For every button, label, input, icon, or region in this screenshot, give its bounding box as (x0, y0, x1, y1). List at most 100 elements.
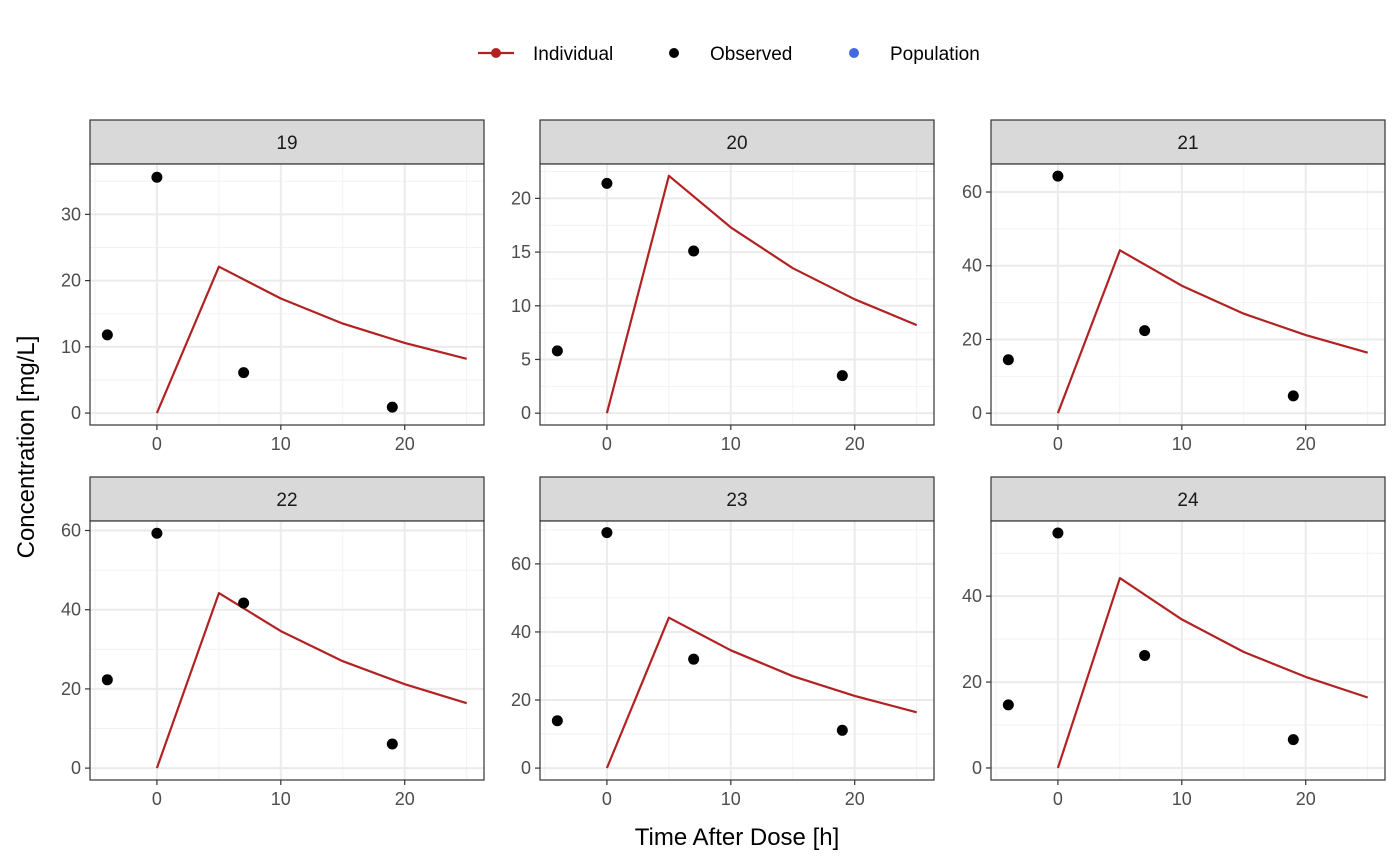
plot-area (991, 521, 1385, 780)
facet-panel-19: 19 0 10 20 30 0 10 20 (61, 119, 485, 454)
y-axis-title: Concentration [mg/L] (13, 336, 40, 559)
observed-point (1002, 699, 1014, 711)
y-tick-label: 40 (962, 586, 982, 606)
y-tick-label: 60 (61, 521, 81, 541)
individual-series-line (605, 174, 918, 414)
legend-label: Population (890, 44, 980, 65)
y-tick-label: 0 (521, 758, 531, 778)
panel-border (539, 520, 935, 781)
observed-point (836, 724, 848, 736)
facet-strip-label: 19 (276, 133, 297, 154)
facet-panels: 19 0 10 20 30 0 10 20 20 0 5 10 15 20 0 10 20 21 0 20 40 60 0 1… (61, 119, 1386, 809)
panel-border (990, 163, 1386, 426)
facet-panel-20: 20 0 5 10 15 20 0 10 20 (511, 119, 935, 454)
legend-key-point (491, 48, 501, 58)
legend-item: Observed (669, 44, 792, 65)
y-tick-label: 10 (61, 337, 81, 357)
plot-area (90, 521, 484, 780)
y-tick-label: 20 (61, 271, 81, 291)
plot-area (540, 521, 934, 780)
y-tick-label: 20 (511, 690, 531, 710)
observed-point (836, 370, 848, 382)
facet-strip (990, 119, 1386, 165)
y-tick-label: 60 (962, 182, 982, 202)
facet-panel-22: 22 0 20 40 60 0 10 20 (61, 476, 485, 809)
observed-point (601, 177, 613, 189)
individual-series-line (155, 591, 468, 769)
y-tick-label: 30 (61, 204, 81, 224)
y-tick-label: 60 (511, 554, 531, 574)
x-tick-label: 10 (721, 434, 741, 454)
observed-point (151, 527, 163, 539)
observed-point (1052, 170, 1064, 182)
individual-series-line (1056, 576, 1369, 769)
facet-strip (539, 476, 935, 522)
x-tick-label: 0 (602, 434, 612, 454)
x-tick-label: 20 (395, 789, 415, 809)
facet-panel-23: 23 0 20 40 60 0 10 20 (511, 476, 935, 809)
observed-point (1287, 390, 1299, 402)
observed-point (101, 674, 113, 686)
observed-point (551, 345, 563, 357)
x-tick-label: 10 (271, 789, 291, 809)
y-tick-label: 0 (71, 758, 81, 778)
facet-panel-24: 24 0 20 40 0 10 20 (962, 476, 1386, 809)
legend-key-point (669, 48, 679, 58)
x-tick-label: 0 (152, 789, 162, 809)
y-tick-label: 20 (61, 679, 81, 699)
facet-strip (990, 476, 1386, 522)
gridlines (991, 164, 1385, 425)
x-axis-title: Time After Dose [h] (635, 824, 840, 851)
x-tick-label: 10 (1172, 789, 1192, 809)
observed-point (1052, 527, 1064, 539)
y-tick-label: 20 (962, 672, 982, 692)
facet-strip-label: 23 (726, 490, 747, 511)
observed-point (238, 597, 250, 609)
y-tick-label: 0 (521, 403, 531, 423)
facet-strip-label: 20 (726, 133, 747, 154)
observed-point (386, 401, 398, 413)
y-tick-label: 15 (511, 242, 531, 262)
y-tick-label: 5 (521, 349, 531, 369)
individual-series-line (605, 616, 917, 769)
observed-point (1139, 649, 1151, 661)
plot-area (90, 164, 484, 425)
observed-point (1139, 325, 1151, 337)
y-tick-label: 10 (511, 296, 531, 316)
plot-area (540, 164, 934, 425)
y-tick-label: 0 (972, 403, 982, 423)
plot-area (991, 164, 1385, 425)
x-tick-label: 20 (845, 789, 865, 809)
gridlines (540, 521, 934, 780)
y-tick-label: 40 (511, 622, 531, 642)
y-tick-label: 20 (962, 329, 982, 349)
observed-point (688, 653, 700, 665)
observed-point (151, 171, 163, 183)
individual-series-line (155, 265, 467, 414)
y-tick-label: 0 (972, 758, 982, 778)
x-tick-label: 20 (395, 434, 415, 454)
observed-point (1287, 734, 1299, 746)
x-tick-label: 20 (845, 434, 865, 454)
observed-point (601, 527, 613, 539)
y-tick-label: 40 (962, 256, 982, 276)
x-tick-label: 10 (1172, 434, 1192, 454)
facet-panel-21: 21 0 20 40 60 0 10 20 (962, 119, 1386, 454)
legend-label: Individual (533, 44, 613, 65)
panel-border (539, 163, 935, 426)
x-tick-label: 20 (1296, 789, 1316, 809)
legend-item: Individual (478, 44, 613, 65)
x-tick-label: 0 (152, 434, 162, 454)
observed-point (238, 367, 250, 379)
x-tick-label: 20 (1296, 434, 1316, 454)
individual-series-line (1056, 249, 1369, 414)
panel-border (89, 163, 485, 426)
observed-point (386, 738, 398, 750)
facet-strip-label: 22 (276, 490, 297, 511)
observed-point (688, 245, 700, 257)
facet-strip-label: 21 (1177, 133, 1198, 154)
facet-strip (539, 119, 935, 165)
y-tick-label: 0 (71, 403, 81, 423)
legend-key-point (849, 48, 859, 58)
